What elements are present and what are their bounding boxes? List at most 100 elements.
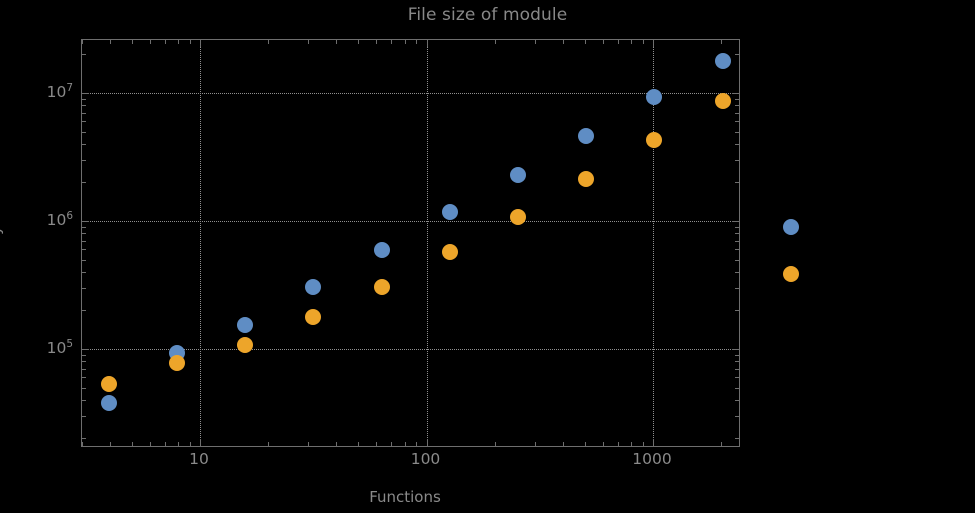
tick-mark <box>494 442 496 446</box>
tick-mark <box>82 240 86 242</box>
tick-mark <box>631 40 633 44</box>
data-point[interactable] <box>373 242 390 259</box>
tick-mark <box>189 40 191 44</box>
tick-mark <box>534 40 536 44</box>
x-axis-title: Functions <box>369 488 441 506</box>
gridline-vertical <box>653 40 654 446</box>
tick-mark <box>416 442 418 446</box>
tick-mark <box>735 112 739 114</box>
tick-mark <box>358 40 360 44</box>
tick-mark <box>82 271 86 273</box>
tick-mark <box>82 54 86 56</box>
tick-mark <box>82 399 86 401</box>
tick-mark <box>735 310 739 312</box>
data-point[interactable] <box>782 219 799 236</box>
data-point[interactable] <box>441 244 458 261</box>
data-point[interactable] <box>714 93 731 110</box>
data-point[interactable] <box>714 52 731 69</box>
y-tick-label: 107 <box>47 83 73 101</box>
tick-mark <box>602 442 604 446</box>
tick-mark <box>735 368 739 370</box>
tick-mark <box>735 182 739 184</box>
tick-mark <box>82 354 86 356</box>
tick-mark <box>82 105 86 107</box>
gridline-vertical <box>426 40 428 446</box>
tick-mark <box>82 249 86 251</box>
tick-mark <box>82 387 86 389</box>
data-point[interactable] <box>305 308 322 325</box>
tick-mark <box>735 438 739 440</box>
tick-mark <box>149 442 151 446</box>
tick-mark <box>735 271 739 273</box>
data-point[interactable] <box>237 336 254 353</box>
tick-mark <box>562 40 564 44</box>
gridline-horizontal <box>82 93 739 94</box>
tick-mark <box>735 387 739 389</box>
y-tick-label-exponent: 7 <box>66 81 73 94</box>
tick-mark <box>735 361 739 363</box>
tick-mark <box>82 182 86 184</box>
tick-mark <box>642 40 644 44</box>
tick-mark <box>732 221 739 222</box>
tick-mark <box>426 439 428 446</box>
tick-mark <box>735 159 739 161</box>
tick-mark <box>200 439 201 446</box>
tick-mark <box>653 439 654 446</box>
tick-mark <box>200 40 201 47</box>
gridline-vertical <box>200 40 201 446</box>
gridline-horizontal <box>82 349 739 350</box>
x-tick-label: 10 <box>189 450 209 468</box>
tick-mark <box>735 131 739 133</box>
data-point[interactable] <box>441 204 458 221</box>
tick-mark <box>416 40 418 44</box>
tick-mark <box>82 221 89 222</box>
tick-mark <box>82 368 86 370</box>
y-tick-label-base: 10 <box>46 83 67 101</box>
y-tick-label-base: 10 <box>46 339 67 357</box>
tick-mark <box>735 98 739 100</box>
tick-mark <box>391 442 393 446</box>
tick-mark <box>82 93 89 94</box>
data-point[interactable] <box>100 376 117 393</box>
data-point[interactable] <box>237 316 254 333</box>
data-point[interactable] <box>578 170 595 187</box>
tick-mark <box>735 415 739 417</box>
tick-mark <box>336 40 338 44</box>
tick-mark <box>732 93 739 94</box>
tick-mark <box>82 121 86 123</box>
data-point[interactable] <box>509 166 526 183</box>
tick-mark <box>82 377 86 379</box>
tick-mark <box>82 310 86 312</box>
data-point[interactable] <box>373 278 390 295</box>
y-tick-label-exponent: 6 <box>66 209 73 222</box>
tick-mark <box>584 40 586 44</box>
data-point[interactable] <box>169 355 186 372</box>
tick-mark <box>404 40 406 44</box>
tick-mark <box>376 40 378 44</box>
x-tick-label: 100 <box>410 450 441 468</box>
tick-mark <box>82 438 86 440</box>
tick-mark <box>82 112 86 114</box>
x-axis-tick-labels: 10 100 1000 <box>81 450 740 476</box>
tick-mark <box>308 442 310 446</box>
tick-mark <box>109 40 111 44</box>
data-point[interactable] <box>646 132 663 149</box>
tick-mark <box>494 40 496 44</box>
x-tick-label: 1000 <box>632 450 672 468</box>
data-point[interactable] <box>305 278 322 295</box>
tick-mark <box>617 40 619 44</box>
tick-mark <box>735 54 739 56</box>
tick-mark <box>308 40 310 44</box>
chart-title: File size of module <box>407 5 568 25</box>
tick-mark <box>735 377 739 379</box>
tick-mark <box>178 442 180 446</box>
data-point[interactable] <box>646 89 663 106</box>
data-point[interactable] <box>578 128 595 145</box>
data-point[interactable] <box>509 208 526 225</box>
tick-mark <box>82 233 86 235</box>
data-point[interactable] <box>100 395 117 412</box>
y-axis-title: Bytes <box>0 202 4 246</box>
data-point[interactable] <box>782 265 799 282</box>
